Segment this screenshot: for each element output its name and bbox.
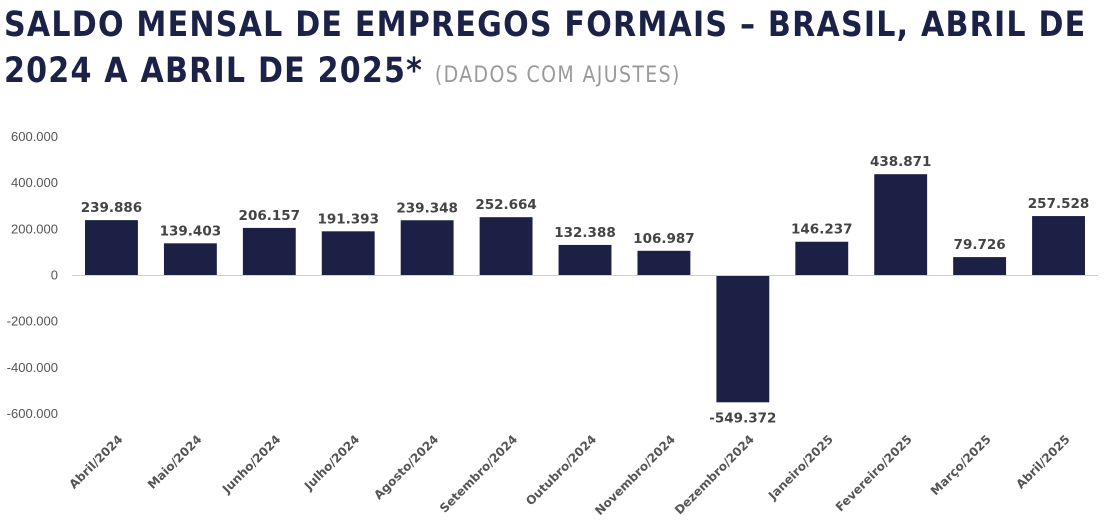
data-label: 239.348 (396, 200, 458, 216)
x-tick-label: Junho/2024 (219, 432, 283, 496)
bar-fevereiro-2025 (874, 174, 928, 276)
data-labels: 239.886 139.403 206.157 191.393 239.348 252.6… (81, 154, 1090, 426)
bar-mar-o-2025 (953, 257, 1007, 276)
x-tick-label: Maio/2024 (145, 432, 205, 492)
y-tick-label: 200.000 (11, 221, 58, 236)
y-tick-label: -200.000 (7, 314, 58, 329)
x-tick-label: Abril/2025 (1013, 432, 1072, 491)
data-label: 79.726 (954, 237, 1006, 253)
x-tick-label: Março/2025 (928, 432, 994, 498)
y-tick-label: -400.000 (7, 360, 58, 375)
x-tick-label: Fevereiro/2025 (833, 432, 915, 514)
y-tick-label: -600.000 (7, 406, 58, 421)
x-tick-label: Dezembro/2024 (672, 432, 757, 517)
data-label: 139.403 (160, 223, 222, 239)
data-label: 257.528 (1028, 196, 1090, 212)
chart-title: SALDO MENSAL DE EMPREGOS FORMAIS – BRASI… (4, 2, 1096, 99)
bar-julho-2024 (321, 231, 375, 276)
data-label: 252.664 (475, 197, 537, 213)
bar-abril-2025 (1032, 216, 1085, 276)
bar-series (85, 174, 1085, 403)
x-tick-label: Julho/2024 (301, 432, 362, 493)
bar-setembro-2024 (479, 217, 533, 276)
y-tick-label: 0 (51, 268, 58, 283)
bar-abril-2024 (85, 220, 138, 276)
y-tick-label: 600.000 (11, 129, 58, 144)
data-label: 106.987 (633, 231, 695, 247)
x-tick-label: Abril/2024 (66, 432, 125, 491)
data-label: 239.886 (81, 200, 143, 216)
x-tick-label: Setembro/2024 (437, 432, 520, 515)
chart-subtitle: (DADOS COM AJUSTES) (434, 63, 681, 88)
data-label: -549.372 (709, 410, 776, 426)
x-tick-label: Agosto/2024 (371, 432, 441, 502)
data-label: 146.237 (791, 222, 853, 238)
data-label: 438.871 (870, 154, 932, 170)
bar-maio-2024 (163, 243, 217, 276)
x-axis: Abril/2024 Maio/2024 Junho/2024 Julho/2024 A… (66, 432, 1072, 518)
bar-janeiro-2025 (795, 241, 849, 276)
y-axis: 600.000 400.000 200.000 0 -200.000 -400.000 -6… (7, 129, 58, 421)
x-tick-label: Janeiro/2025 (765, 432, 836, 503)
bar-novembro-2024 (637, 250, 691, 276)
data-label: 206.157 (239, 208, 301, 224)
bar-junho-2024 (242, 227, 296, 276)
chart-title-block: SALDO MENSAL DE EMPREGOS FORMAIS – BRASI… (4, 2, 1104, 99)
bar-dezembro-2024 (716, 275, 770, 403)
x-tick-label: Outubro/2024 (523, 432, 599, 508)
chart-title-text: SALDO MENSAL DE EMPREGOS FORMAIS – BRASI… (4, 5, 1087, 91)
bar-outubro-2024 (558, 244, 612, 276)
x-tick-label: Novembro/2024 (592, 432, 678, 518)
y-tick-label: 400.000 (11, 175, 58, 190)
data-label: 191.393 (317, 211, 379, 227)
data-label: 132.388 (554, 225, 616, 241)
bar-agosto-2024 (400, 220, 454, 276)
